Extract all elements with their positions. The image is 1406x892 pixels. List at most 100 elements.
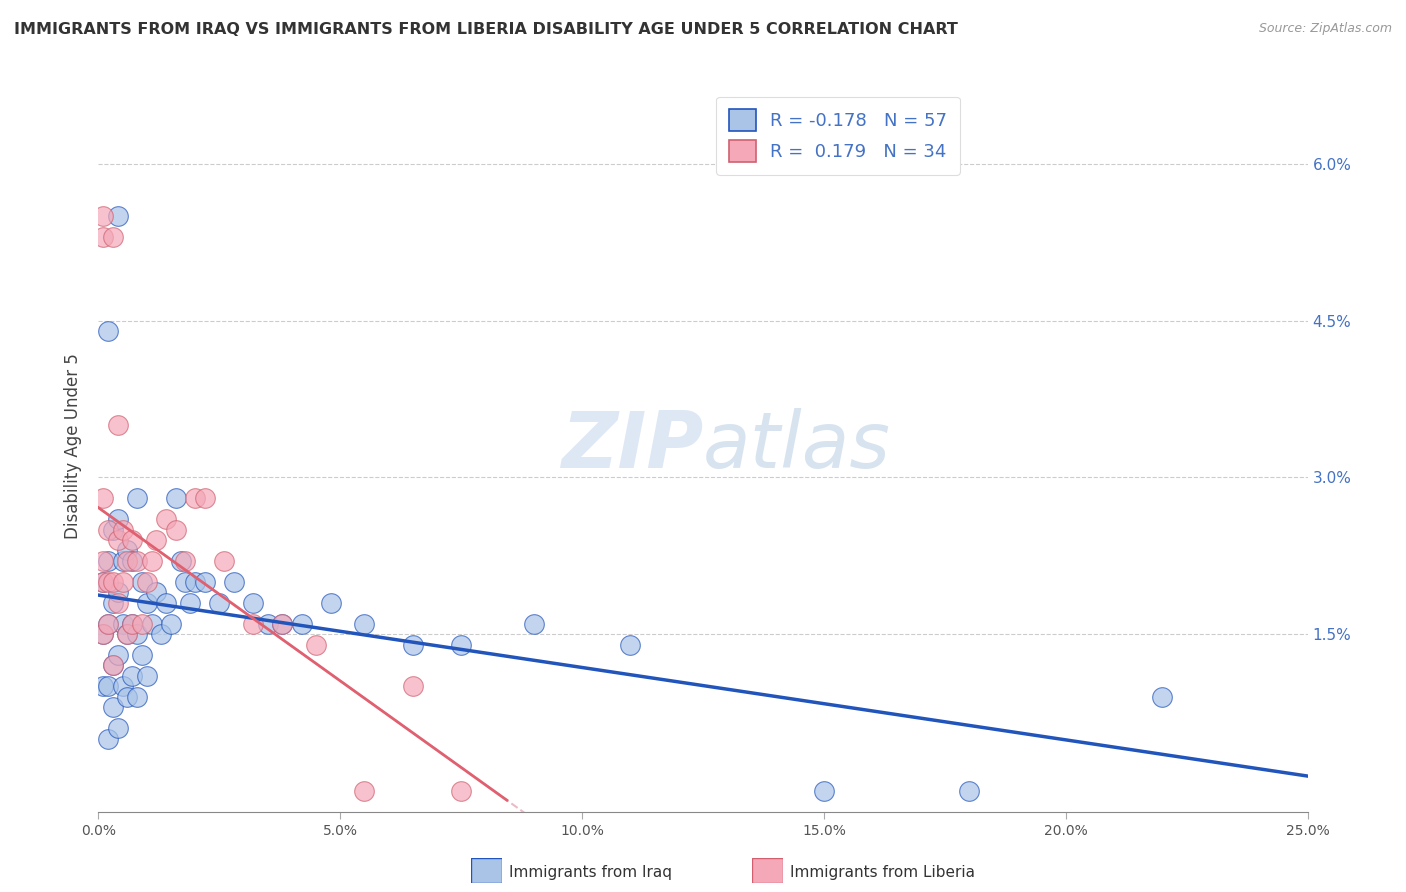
Point	[101, 658, 124, 673]
Point	[174, 574, 197, 589]
Point	[194, 574, 217, 589]
Point	[319, 596, 342, 610]
Point	[222, 574, 245, 589]
Point	[127, 627, 149, 641]
Point	[165, 523, 187, 537]
Point	[174, 554, 197, 568]
Point	[135, 669, 157, 683]
Point	[523, 616, 546, 631]
Point	[97, 616, 120, 631]
Point	[91, 679, 114, 693]
Point	[97, 523, 120, 537]
Point	[117, 554, 139, 568]
Point	[169, 554, 191, 568]
Point	[256, 616, 278, 631]
Point	[97, 731, 120, 746]
Point	[107, 533, 129, 547]
Point	[121, 669, 143, 683]
Point	[271, 616, 294, 631]
Point	[127, 554, 149, 568]
Y-axis label: Disability Age Under 5: Disability Age Under 5	[65, 353, 83, 539]
Text: atlas: atlas	[703, 408, 891, 484]
Point	[184, 574, 207, 589]
Point	[117, 627, 139, 641]
Point	[91, 574, 114, 589]
Point	[155, 512, 177, 526]
Point	[194, 491, 217, 506]
Point	[97, 554, 120, 568]
Point	[353, 616, 375, 631]
Point	[121, 554, 143, 568]
Point	[117, 543, 139, 558]
Point	[242, 616, 264, 631]
Point	[1152, 690, 1174, 704]
Text: Immigrants from Iraq: Immigrants from Iraq	[509, 865, 672, 880]
Point	[97, 574, 120, 589]
Point	[353, 784, 375, 798]
Point	[179, 596, 201, 610]
Point	[91, 554, 114, 568]
Point	[150, 627, 173, 641]
Text: IMMIGRANTS FROM IRAQ VS IMMIGRANTS FROM LIBERIA DISABILITY AGE UNDER 5 CORRELATI: IMMIGRANTS FROM IRAQ VS IMMIGRANTS FROM …	[14, 22, 957, 37]
Point	[97, 679, 120, 693]
Point	[91, 627, 114, 641]
Point	[957, 784, 980, 798]
Point	[208, 596, 231, 610]
Point	[111, 616, 134, 631]
Point	[141, 554, 163, 568]
Point	[97, 616, 120, 631]
Point	[101, 596, 124, 610]
Point	[91, 209, 114, 223]
Point	[117, 690, 139, 704]
Point	[155, 596, 177, 610]
Point	[290, 616, 312, 631]
Point	[121, 616, 143, 631]
Point	[111, 679, 134, 693]
Point	[145, 585, 167, 599]
Point	[101, 658, 124, 673]
Point	[121, 533, 143, 547]
Point	[107, 418, 129, 433]
Point	[107, 721, 129, 735]
Point	[111, 554, 134, 568]
Point	[91, 574, 114, 589]
Point	[101, 230, 124, 244]
Point	[619, 638, 641, 652]
Point	[402, 679, 425, 693]
Legend: R = -0.178   N = 57, R =  0.179   N = 34: R = -0.178 N = 57, R = 0.179 N = 34	[716, 96, 960, 175]
Point	[107, 209, 129, 223]
Point	[107, 596, 129, 610]
Point	[111, 574, 134, 589]
Point	[131, 574, 153, 589]
Point	[305, 638, 328, 652]
Text: ZIP: ZIP	[561, 408, 703, 484]
Point	[212, 554, 235, 568]
Point	[121, 616, 143, 631]
Point	[107, 585, 129, 599]
Point	[135, 574, 157, 589]
Point	[131, 648, 153, 662]
Point	[127, 690, 149, 704]
Point	[91, 230, 114, 244]
Text: Immigrants from Liberia: Immigrants from Liberia	[790, 865, 976, 880]
Point	[141, 616, 163, 631]
Point	[242, 596, 264, 610]
Point	[160, 616, 183, 631]
Point	[271, 616, 294, 631]
Point	[813, 784, 835, 798]
Point	[117, 627, 139, 641]
Point	[402, 638, 425, 652]
Text: Source: ZipAtlas.com: Source: ZipAtlas.com	[1258, 22, 1392, 36]
Point	[101, 574, 124, 589]
Point	[135, 596, 157, 610]
Point	[101, 523, 124, 537]
Point	[165, 491, 187, 506]
Point	[184, 491, 207, 506]
Point	[107, 648, 129, 662]
Point	[450, 638, 472, 652]
Point	[97, 324, 120, 338]
Point	[450, 784, 472, 798]
Point	[131, 616, 153, 631]
Point	[107, 512, 129, 526]
Point	[101, 700, 124, 714]
